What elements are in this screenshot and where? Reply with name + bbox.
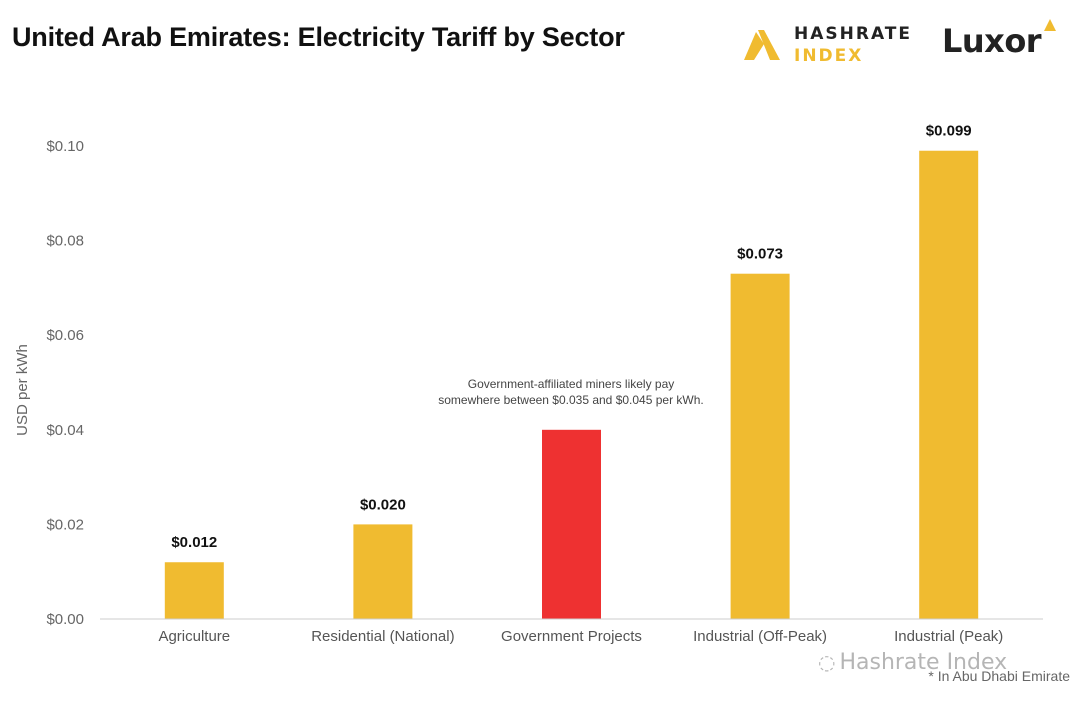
y-tick-label: $0.08 [46, 233, 84, 250]
x-axis-ticks: Agriculture Residential (National) Governm… [158, 628, 1003, 645]
annotation-line-1: Government-affiliated miners likely pay [468, 377, 675, 391]
data-label: $0.073 [737, 246, 783, 263]
annotation: Government-affiliated miners likely pay … [438, 377, 704, 407]
chat-bubble-icon: ◌ [818, 650, 836, 674]
watermark: ◌ Hashrate Index [818, 650, 1007, 675]
x-tick-label: Agriculture [158, 628, 230, 645]
x-tick-label: Industrial (Off-Peak) [693, 628, 827, 645]
x-tick-label: Industrial (Peak) [894, 628, 1003, 645]
bar [919, 150, 979, 620]
watermark-text: Hashrate Index [839, 650, 1008, 675]
bar [353, 524, 413, 619]
annotation-line-2: somewhere between $0.035 and $0.045 per … [438, 393, 704, 407]
footnote: * In Abu Dhabi Emirate [928, 668, 1070, 684]
bar [542, 429, 601, 619]
hashrate-index-logo: HASHRATE INDEX [740, 22, 915, 66]
y-tick-label: $0.00 [46, 611, 84, 628]
y-tick-label: $0.04 [46, 422, 84, 439]
data-label: $0.012 [171, 534, 217, 551]
bars [164, 150, 979, 620]
chart-title: United Arab Emirates: Electricity Tariff… [12, 22, 625, 52]
y-tick-label: $0.10 [46, 138, 84, 155]
y-axis-ticks: $0.00 $0.02 $0.04 $0.06 $0.08 $0.10 [46, 138, 84, 628]
luxor-logo: Luxor [940, 18, 1060, 62]
luxor-triangle-icon [1044, 19, 1056, 31]
y-tick-label: $0.06 [46, 327, 84, 344]
hashrate-logo-line2: INDEX [794, 46, 864, 66]
bar [730, 273, 790, 619]
value-labels: $0.012 $0.020 $0.073 $0.099 [171, 123, 971, 552]
x-tick-label: Residential (National) [311, 628, 454, 645]
hashrate-mark-icon [744, 30, 780, 60]
y-tick-label: $0.02 [46, 516, 84, 533]
data-label: $0.020 [360, 496, 406, 513]
x-tick-label: Government Projects [501, 628, 642, 645]
luxor-wordmark: Luxor [942, 22, 1042, 60]
bar [164, 562, 224, 619]
data-label: $0.099 [926, 123, 972, 140]
y-axis-label: USD per kWh [14, 344, 31, 436]
hashrate-logo-line1: HASHRATE [794, 24, 912, 44]
